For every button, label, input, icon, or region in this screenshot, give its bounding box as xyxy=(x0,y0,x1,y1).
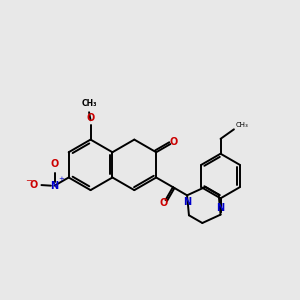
Text: N: N xyxy=(50,181,59,191)
Text: N: N xyxy=(184,197,192,207)
Text: −: − xyxy=(25,176,32,185)
Text: +: + xyxy=(58,176,64,182)
Text: O: O xyxy=(86,113,95,123)
Text: O: O xyxy=(50,159,59,169)
Text: O: O xyxy=(160,198,168,208)
Text: CH₃: CH₃ xyxy=(81,99,97,108)
Text: O: O xyxy=(169,137,178,147)
Text: N: N xyxy=(217,202,225,213)
Text: O: O xyxy=(29,180,38,190)
Text: CH₃: CH₃ xyxy=(236,122,248,128)
